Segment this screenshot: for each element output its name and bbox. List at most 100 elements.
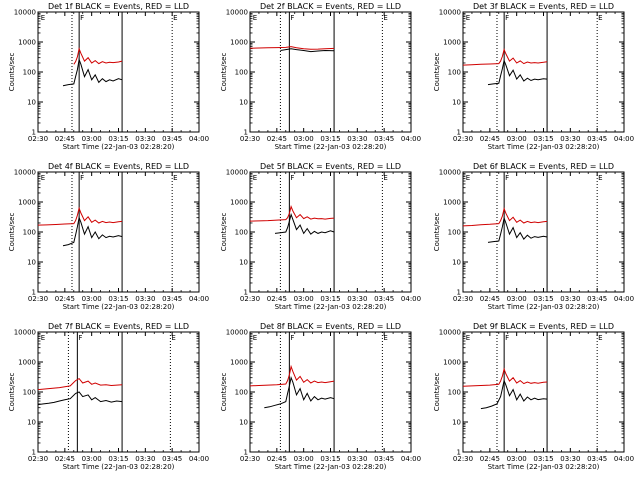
x-tick-label: 03:15 [320, 135, 340, 143]
marker-label: F [78, 334, 82, 342]
x-tick-label: 03:15 [533, 455, 553, 463]
y-tick-label: 1 [457, 289, 461, 297]
x-tick-label: 02:45 [267, 295, 287, 303]
x-axis-label: Start Time (22-Jan-03 02:28:20) [488, 463, 600, 471]
x-axis-label: Start Time (22-Jan-03 02:28:20) [275, 303, 387, 311]
x-tick-label: 03:15 [533, 295, 553, 303]
x-tick-label: 02:45 [480, 135, 500, 143]
series-line-events [62, 57, 123, 87]
x-tick-label: 02:30 [453, 295, 473, 303]
x-tick-label: 03:30 [135, 295, 155, 303]
plot-frame [462, 171, 625, 293]
y-tick-label: 100 [235, 389, 248, 397]
y-tick-label: 1 [457, 129, 461, 137]
x-tick-label: 03:45 [374, 455, 394, 463]
marker-label: E [253, 334, 257, 342]
x-axis-label: Start Time (22-Jan-03 02:28:20) [63, 143, 175, 151]
x-tick-label: 02:30 [453, 135, 473, 143]
y-tick-label: 1000 [230, 39, 248, 47]
series-line-events [480, 378, 548, 410]
y-tick-label: 1000 [443, 359, 461, 367]
series-line-events [62, 215, 123, 247]
y-tick-label: 100 [448, 389, 461, 397]
y-tick-label: 10000 [226, 9, 248, 17]
x-tick-label: 03:30 [347, 295, 367, 303]
y-tick-label: 1000 [18, 359, 36, 367]
x-tick-label: 02:30 [28, 135, 48, 143]
y-tick-label: 100 [23, 229, 36, 237]
y-axis-label: Counts/sec [433, 373, 441, 412]
series-line-lld [462, 207, 548, 227]
marker-label: F [505, 14, 509, 22]
y-tick-label: 10000 [226, 169, 248, 177]
y-tick-label: 1 [244, 129, 248, 137]
y-tick-label: 1 [32, 129, 36, 137]
series-line-events [264, 375, 335, 409]
y-tick-label: 10000 [439, 329, 461, 337]
x-tick-label: 03:00 [294, 295, 314, 303]
x-tick-label: 03:15 [108, 135, 128, 143]
x-tick-label: 03:45 [587, 455, 607, 463]
y-axis-label: Counts/sec [8, 213, 16, 252]
series-line-lld [249, 205, 335, 222]
x-tick-label: 03:15 [533, 135, 553, 143]
x-tick-label: 03:45 [374, 295, 394, 303]
y-tick-label: 10 [452, 419, 461, 427]
y-tick-label: 10000 [14, 9, 36, 17]
marker-label: E [41, 174, 45, 182]
x-tick-label: 04:00 [614, 295, 634, 303]
marker-label: E [598, 174, 602, 182]
plot-frame [37, 331, 200, 453]
plot-frame [37, 171, 200, 293]
y-tick-label: 1000 [443, 199, 461, 207]
x-tick-label: 03:30 [135, 455, 155, 463]
y-axis-label: Counts/sec [8, 373, 16, 412]
series-line-lld [249, 46, 335, 50]
x-tick-label: 02:30 [28, 295, 48, 303]
chart-title: Det 1f BLACK = Events, RED = LLD [48, 2, 189, 11]
marker-label: E [41, 14, 45, 22]
marker-label: F [80, 174, 84, 182]
chart-panel: Det 4f BLACK = Events, RED = LLD 1 10 100 10… [8, 162, 209, 311]
y-axis-label: Counts/sec [220, 373, 228, 412]
chart-title: Det 2f BLACK = Events, RED = LLD [260, 2, 401, 11]
marker-label: E [41, 334, 45, 342]
marker-label: E [383, 334, 387, 342]
y-tick-label: 1000 [18, 39, 36, 47]
series-line-lld [37, 206, 123, 226]
y-tick-label: 10 [27, 259, 36, 267]
x-tick-label: 03:00 [294, 455, 314, 463]
chart-title: Det 9f BLACK = Events, RED = LLD [473, 322, 614, 331]
chart-panel: Det 8f BLACK = Events, RED = LLD 1 10 100 10… [220, 322, 421, 471]
y-tick-label: 10 [239, 259, 248, 267]
series-line-events [487, 58, 548, 86]
x-tick-label: 03:15 [320, 455, 340, 463]
chart-panel: Det 3f BLACK = Events, RED = LLD 1 10 100 10… [433, 2, 634, 151]
y-axis-label: Counts/sec [220, 213, 228, 252]
series-line-lld [462, 367, 548, 387]
marker-label: F [80, 14, 84, 22]
y-tick-label: 1000 [230, 199, 248, 207]
marker-label: E [171, 334, 175, 342]
series-line-events [274, 212, 335, 235]
marker-label: F [505, 174, 509, 182]
x-tick-label: 02:30 [240, 295, 260, 303]
y-tick-label: 1 [457, 449, 461, 457]
x-tick-label: 03:15 [320, 295, 340, 303]
chart-title: Det 7f BLACK = Events, RED = LLD [48, 322, 189, 331]
marker-label: E [173, 174, 177, 182]
chart-title: Det 6f BLACK = Events, RED = LLD [473, 162, 614, 171]
series-line-events [280, 48, 335, 53]
marker-label: E [466, 334, 470, 342]
marker-label: F [290, 14, 294, 22]
series-line-lld [37, 377, 123, 391]
marker-label: E [383, 14, 387, 22]
marker-label: E [598, 334, 602, 342]
marker-label: E [383, 174, 387, 182]
chart-title: Det 4f BLACK = Events, RED = LLD [48, 162, 189, 171]
x-tick-label: 03:30 [347, 135, 367, 143]
x-axis-label: Start Time (22-Jan-03 02:28:20) [63, 463, 175, 471]
x-axis-label: Start Time (22-Jan-03 02:28:20) [488, 143, 600, 151]
y-tick-label: 10 [239, 99, 248, 107]
